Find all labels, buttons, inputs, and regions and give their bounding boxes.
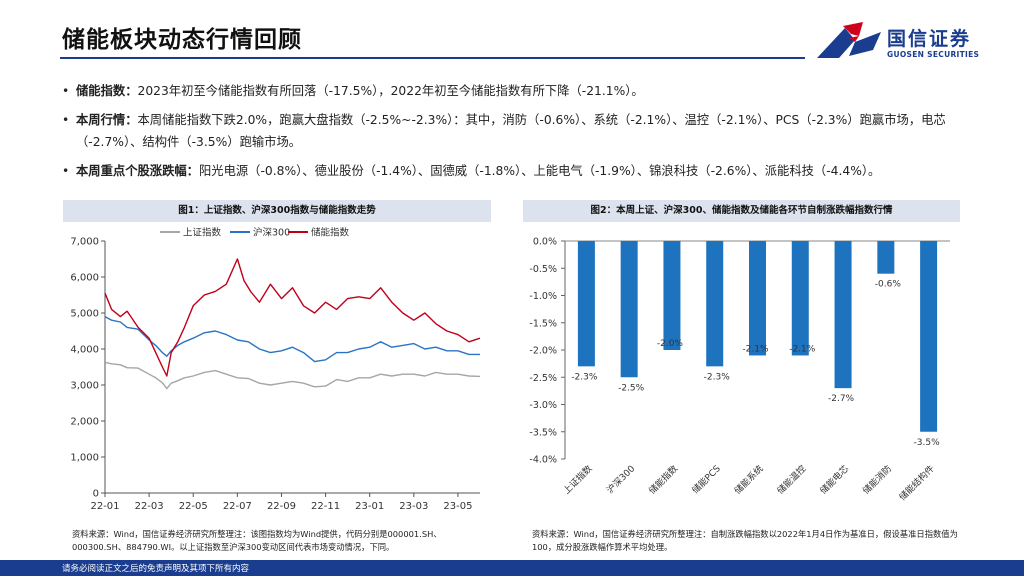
figure2-title: 图2：本周上证、沪深300、储能指数及储能各环节自制涨跌幅指数行情 — [523, 200, 960, 222]
legend-label: 储能指数 — [311, 227, 350, 239]
x-category-label: 储能结构件 — [896, 463, 936, 503]
series-line-2 — [104, 258, 481, 377]
figure1-source: 资料来源：Wind，国信证券经济研究所整理注：该图指数均为Wind提供，代码分别… — [72, 529, 442, 552]
y-tick-label: -4.0% — [529, 455, 557, 466]
y-tick-label: 1,000 — [70, 453, 99, 464]
series-line-1 — [104, 315, 480, 363]
x-category-label: 储能消防 — [860, 463, 894, 497]
x-category-label: 储能指数 — [646, 463, 680, 497]
y-tick-label: -0.5% — [529, 264, 557, 275]
x-tick-label: 22-05 — [179, 501, 208, 512]
y-tick-label: 7,000 — [70, 237, 99, 248]
bar — [577, 241, 595, 367]
bar-value-label: -2.1% — [789, 344, 816, 354]
x-tick-label: 22-09 — [267, 501, 296, 512]
y-tick-label: -2.5% — [529, 373, 557, 384]
bar-value-label: -2.1% — [742, 344, 769, 354]
x-tick-label: 22-07 — [223, 501, 252, 512]
bar — [663, 241, 681, 350]
x-category-label: 上证指数 — [561, 463, 595, 497]
bullet-stocks: 本周重点个股涨跌幅：阳光电源（-0.8%）、德业股份（-1.4%）、固德威（-1… — [62, 160, 972, 182]
bar-chart: 0.0% -0.5% -1.0% -1.5% -2.0% -2.5% -3.0% -3.5% -… — [529, 237, 950, 503]
y-tick-label: 0.0% — [533, 237, 557, 248]
summary-bullets: 储能指数：2023年初至今储能指数有所回落（-17.5%），2022年初至今储能… — [62, 80, 972, 189]
y-tick-label: 6,000 — [70, 273, 99, 284]
bullet-label: 储能指数： — [76, 84, 138, 98]
bullet-text: 阳光电源（-0.8%）、德业股份（-1.4%）、固德威（-1.8%）、上能电气（… — [198, 164, 881, 178]
x-tick-label: 23-01 — [355, 501, 384, 512]
y-tick-label: 2,000 — [70, 417, 99, 428]
y-tick-label: 0 — [93, 489, 99, 500]
x-category-label: 储能电芯 — [817, 463, 851, 497]
x-category-label: 储能系统 — [732, 463, 766, 497]
bar-value-label: -0.6% — [875, 280, 902, 290]
bar — [834, 241, 852, 389]
bullet-text: 本周储能指数下跌2.0%，跑赢大盘指数（-2.5%~-2.3%）：其中，消防（-… — [76, 113, 946, 149]
x-tick-label: 22-03 — [135, 501, 164, 512]
header-divider — [60, 57, 805, 59]
y-tick-label: 4,000 — [70, 345, 99, 356]
y-tick-label: 5,000 — [70, 309, 99, 320]
x-category-label: 沪深300 — [604, 462, 638, 496]
company-logo: 国信证券 GUOSEN SECURITIES — [815, 20, 985, 64]
y-tick-label: -3.5% — [529, 427, 557, 438]
bar-value-label: -2.0% — [657, 339, 684, 349]
guosen-logo-icon — [817, 22, 881, 58]
figure1-title: 图1：上证指数、沪深300指数与储能指数走势 — [63, 200, 491, 222]
figure2-source: 资料来源：Wind，国信证券经济研究所整理注：自制涨跌幅指数以2022年1月4日… — [532, 529, 958, 552]
bar — [749, 241, 766, 356]
legend-label: 沪深300 — [253, 227, 290, 239]
bar-value-label: -2.3% — [704, 372, 731, 382]
bar-value-label: -2.3% — [571, 372, 598, 382]
y-tick-label: -1.5% — [529, 318, 557, 329]
x-tick-label: 22-01 — [90, 501, 119, 512]
bullet-weekly: 本周行情：本周储能指数下跌2.0%，跑赢大盘指数（-2.5%~-2.3%）：其中… — [62, 109, 972, 153]
x-category-label: 储能温控 — [774, 463, 808, 497]
bar — [620, 241, 638, 378]
bar — [791, 241, 809, 356]
bar-value-label: -2.5% — [618, 383, 645, 393]
x-tick-label: 23-05 — [443, 501, 472, 512]
logo-text-cn: 国信证券 — [887, 28, 972, 50]
series-line-0 — [104, 361, 481, 390]
bullet-label: 本周重点个股涨跌幅： — [76, 164, 199, 178]
y-tick-label: -1.0% — [529, 291, 557, 302]
bar — [920, 241, 938, 432]
y-tick-label: 3,000 — [70, 381, 99, 392]
x-tick-label: 23-03 — [399, 501, 428, 512]
y-tick-label: -2.0% — [529, 346, 557, 357]
line-chart: 0 1,000 2,000 3,000 4,000 5,000 6,000 7,000 22-0… — [70, 227, 481, 512]
bar-value-label: -2.7% — [828, 394, 855, 404]
bar — [877, 241, 895, 274]
legend-label: 上证指数 — [183, 227, 222, 239]
logo-text-en: GUOSEN SECURITIES — [887, 50, 980, 59]
footer-disclaimer: 请务必阅读正文之后的免责声明及其项下所有内容 — [62, 564, 250, 574]
bullet-label: 本周行情： — [76, 113, 138, 127]
bullet-index: 储能指数：2023年初至今储能指数有所回落（-17.5%），2022年初至今储能… — [62, 80, 972, 102]
bar-value-label: -3.5% — [914, 438, 941, 448]
y-tick-label: -3.0% — [529, 400, 557, 411]
x-category-label: 储能PCS — [689, 462, 723, 496]
bar — [706, 241, 724, 367]
x-tick-label: 22-11 — [311, 501, 340, 512]
footer-bar: 请务必阅读正文之后的免责声明及其项下所有内容 — [0, 560, 1024, 576]
bullet-text: 2023年初至今储能指数有所回落（-17.5%），2022年初至今储能指数有所下… — [137, 84, 644, 98]
page-title: 储能板块动态行情回顾 — [62, 27, 302, 53]
